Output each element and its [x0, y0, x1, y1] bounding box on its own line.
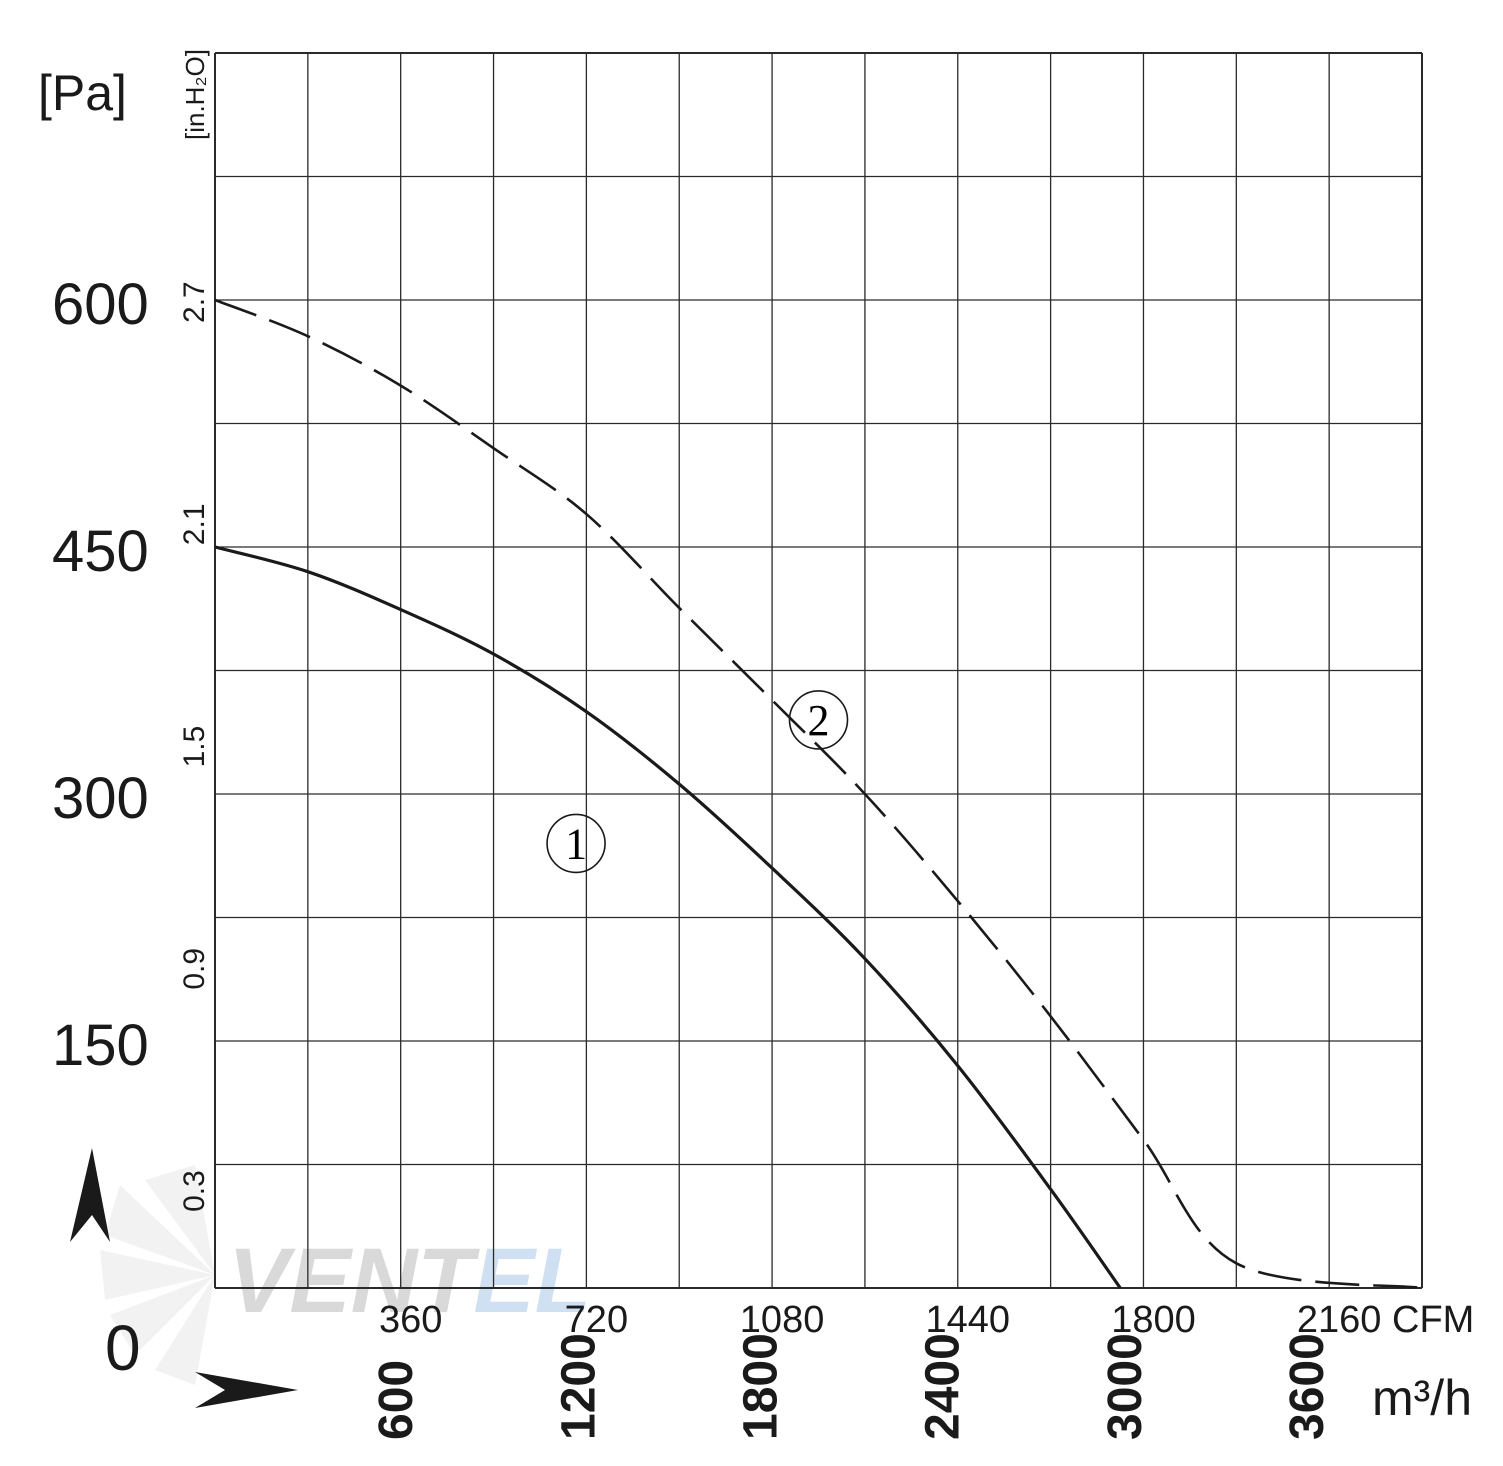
y-tick-inh2o: 1.5	[178, 726, 211, 768]
x-tick-m3h: 1800	[734, 1333, 787, 1440]
x-axis-unit-m3h: m³/h	[1372, 1370, 1472, 1426]
y-axis-unit-pa: [Pa]	[38, 65, 127, 121]
x-tick-m3h: 600	[370, 1360, 423, 1440]
y-tick-inh2o: 0.3	[178, 1170, 211, 1212]
series-2-label-circle	[788, 690, 849, 750]
series-1-line	[214, 545, 1122, 1289]
y-tick-inh2o: 2.7	[178, 281, 211, 323]
y-tick-pa: 450	[52, 519, 149, 584]
series-2-label: 2	[808, 696, 830, 745]
curves: 12	[214, 298, 1423, 1290]
series-1-label: 1	[565, 819, 587, 868]
x-tick-m3h: 3600	[1281, 1333, 1334, 1440]
x-tick-cfm: 2160	[1297, 1299, 1382, 1341]
x-tick-cfm: 1800	[1111, 1299, 1196, 1341]
x-tick-cfm: 360	[379, 1299, 442, 1341]
fan-watermark-icon	[100, 1165, 215, 1385]
y-axis-unit-inh2o: [in.H₂O]	[180, 49, 210, 140]
grid	[214, 52, 1423, 1289]
x-tick-cfm: 1080	[740, 1299, 825, 1341]
x-tick-cfm: 1440	[925, 1299, 1010, 1341]
x-tick-m3h: 1200	[552, 1333, 605, 1440]
y-tick-inh2o: 2.1	[178, 503, 211, 545]
y-tick-pa: 600	[52, 272, 149, 337]
series-1-label-circle	[546, 813, 606, 874]
series-2-line	[214, 298, 1423, 1290]
x-tick-m3h: 2400	[917, 1333, 970, 1440]
pressure-arrow-icon	[70, 1148, 110, 1242]
x-axis-unit-cfm: CFM	[1392, 1299, 1474, 1341]
y-tick-pa: 150	[52, 1013, 149, 1078]
axis-labels: 150 300 450 600 0.3 0.9 1.5 2.1 2.7 360 720 1080 144…	[52, 272, 1381, 1440]
y-tick-inh2o: 0.9	[178, 948, 211, 990]
flow-arrow-icon	[195, 1372, 298, 1408]
x-tick-m3h: 3000	[1099, 1333, 1152, 1440]
origin-label: 0	[105, 1312, 141, 1384]
y-tick-pa: 300	[52, 766, 149, 831]
x-tick-cfm: 720	[565, 1299, 628, 1341]
